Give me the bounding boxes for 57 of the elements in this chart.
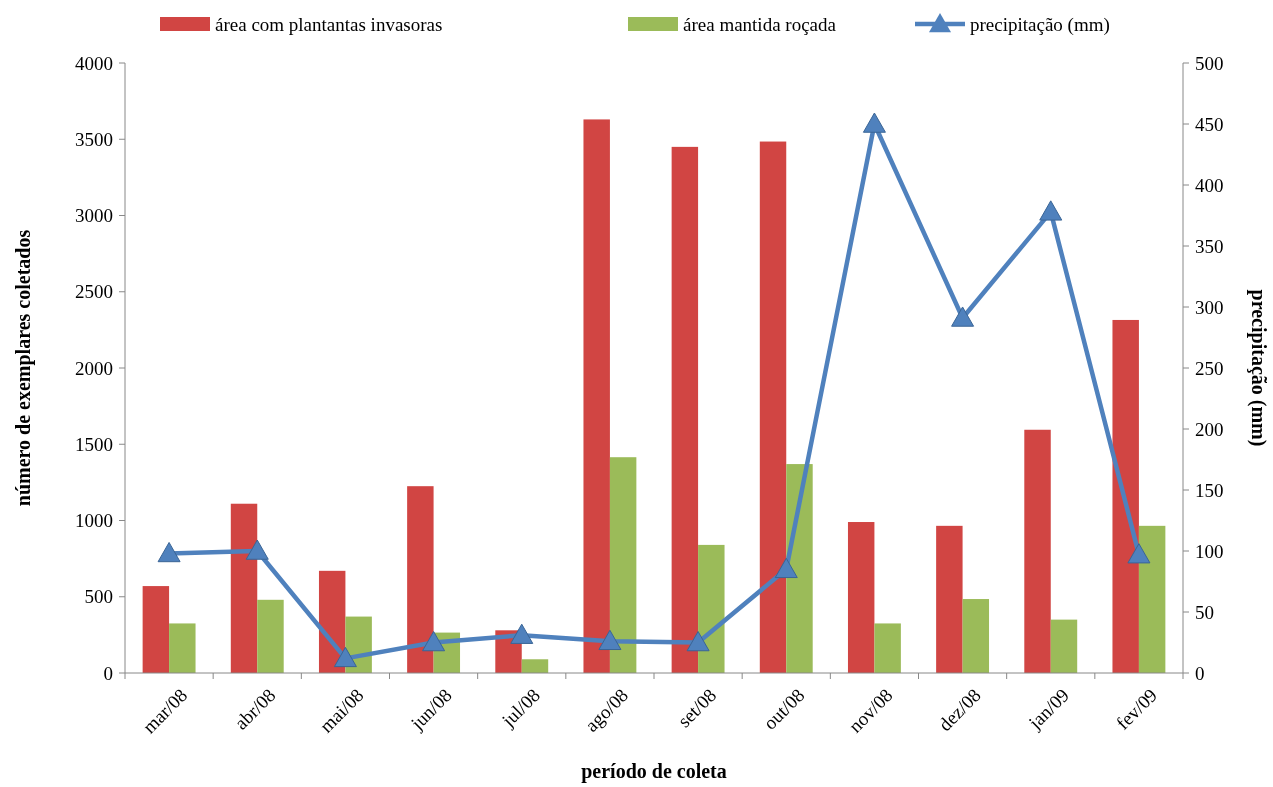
bar: [609, 457, 637, 673]
bar: [230, 503, 258, 673]
bar: [521, 659, 549, 673]
bar: [1138, 525, 1166, 673]
point: [245, 539, 269, 560]
y2-tick-label: 50: [1195, 601, 1214, 623]
point: [862, 112, 886, 133]
bar: [671, 146, 699, 673]
bar: [698, 544, 725, 673]
bar: [583, 119, 610, 673]
bar: [1024, 429, 1051, 673]
point: [774, 557, 798, 579]
legend-label: área mantida roçada: [683, 13, 837, 35]
bar: [1050, 619, 1078, 673]
legend-label: área com plantantas invasoras: [215, 13, 443, 35]
y-tick-label: 0: [103, 662, 113, 684]
bar: [169, 623, 196, 673]
point: [422, 631, 446, 652]
bar: [759, 141, 787, 673]
y-tick-label: 2000: [75, 357, 113, 379]
point: [686, 631, 710, 652]
bar: [407, 486, 434, 673]
point: [951, 306, 975, 327]
y2-tick-label: 250: [1195, 357, 1224, 379]
y-tick-label: 2500: [75, 281, 113, 303]
x-axis-title: período de coleta: [581, 760, 727, 783]
y-tick-label: 500: [84, 586, 113, 608]
legend-label: precipitação (mm): [970, 13, 1110, 36]
y2-tick-label: 400: [1195, 174, 1224, 196]
y2-tick-label: 200: [1195, 418, 1224, 440]
point: [1127, 543, 1151, 564]
bar: [142, 586, 170, 673]
point: [510, 623, 534, 644]
y2-tick-label: 300: [1195, 296, 1224, 318]
y2-tick-label: 350: [1195, 235, 1224, 257]
bar: [1112, 319, 1139, 673]
y-tick-label: 1000: [75, 510, 113, 532]
point: [1039, 200, 1063, 221]
y2-axis-title: precipitação (mm): [1247, 289, 1270, 447]
y2-tick-label: 0: [1195, 662, 1205, 684]
bar: [962, 599, 990, 673]
y-tick-label: 1500: [75, 433, 113, 455]
y2-tick-label: 450: [1195, 113, 1224, 135]
y2-tick-label: 100: [1195, 540, 1224, 562]
y2-tick-label: 500: [1195, 52, 1224, 74]
y-tick-label: 4000: [75, 52, 113, 74]
point: [598, 629, 622, 651]
y-tick-label: 3000: [75, 205, 113, 227]
point: [333, 646, 357, 668]
point: [157, 541, 181, 563]
y2-tick-label: 150: [1195, 479, 1224, 501]
y-axis-title: número de exemplares coletados: [12, 229, 35, 507]
y-tick-label: 3500: [75, 128, 113, 150]
bar: [257, 599, 284, 673]
bar: [874, 623, 901, 673]
bar: [847, 522, 875, 673]
bar: [936, 525, 963, 673]
